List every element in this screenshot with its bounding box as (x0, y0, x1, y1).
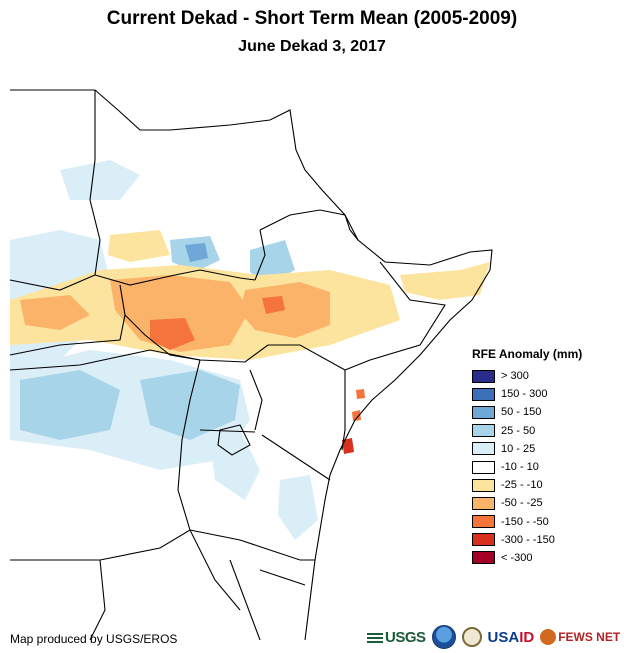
border-kenya-somalia (341, 370, 346, 451)
usgs-logo: USGS (367, 629, 426, 646)
border-sudan-west (89, 90, 101, 276)
fews-net-mark-icon (540, 629, 557, 645)
legend-swatch (472, 478, 495, 492)
legend-row: 25 - 50 (472, 422, 622, 440)
legend-title: RFE Anomaly (mm) (472, 347, 583, 361)
legend-row: 50 - 150 (472, 403, 622, 421)
anomaly-area-light-blue-tanzania (278, 475, 318, 540)
border-zambia (99, 529, 241, 611)
legend-swatch (472, 460, 495, 474)
anomaly-area-coast-orange-2 (356, 389, 365, 399)
border-drc-east (177, 359, 201, 531)
usaid-logo: USAID (488, 629, 535, 646)
border-sudan-south-sudan (94, 269, 256, 286)
anomaly-area-yellow-north (108, 230, 170, 262)
legend-swatch (472, 369, 495, 383)
anomaly-area-blue-central (140, 370, 240, 440)
legend-row: -50 - -25 (472, 494, 622, 512)
map-credit: Map produced by USGS/EROS (10, 632, 178, 646)
border-kenya-tanzania (261, 434, 331, 481)
legend-swatch (472, 387, 495, 401)
anomaly-area-coast-orange (352, 410, 361, 421)
anomaly-area-yellow-somalia (400, 262, 490, 300)
legend-row: -150 - -50 (472, 513, 622, 531)
border-car-south (9, 314, 126, 356)
border-ethiopia-somalia (344, 261, 446, 371)
border-tanzania-south (189, 529, 315, 561)
legend-swatch (472, 533, 495, 547)
legend-label: -10 - 10 (501, 461, 539, 474)
legend-label: -150 - -50 (501, 515, 549, 528)
fews-net-logo-text: FEWS NET (558, 630, 621, 644)
border-lake-victoria (217, 424, 251, 456)
legend-label: 150 - 300 (501, 388, 548, 401)
anomaly-area-coast-red (342, 438, 354, 454)
border-ethiopia-sudan (254, 229, 266, 281)
anomaly-area-orange-west (20, 295, 90, 330)
map-subtitle: June Dekad 3, 2017 (238, 38, 386, 55)
state-department-seal-icon (461, 627, 482, 647)
usaid-logo-id: ID (519, 628, 535, 646)
border-mozambique (259, 569, 306, 586)
map-title: Current Dekad - Short Term Mean (2005-20… (106, 8, 518, 29)
border-drc-north (9, 349, 201, 371)
usaid-logo-usa: USA (487, 628, 520, 646)
anomaly-area-dark-orange-ethiopia (262, 296, 285, 314)
anomaly-area-dark-orange-core (150, 318, 195, 350)
anomaly-area-light-blue-north-edge (60, 160, 140, 200)
anomaly-area-orange-south-sudan (110, 275, 250, 352)
legend-label: 25 - 50 (501, 424, 536, 437)
legend-swatch (472, 424, 495, 438)
legend-label: -25 - -10 (501, 479, 543, 492)
legend-row: 150 - 300 (472, 385, 622, 403)
legend-row: > 300 (472, 367, 622, 385)
usgs-mark-icon (367, 631, 383, 643)
usgs-logo-text: USGS (385, 628, 426, 646)
legend-items: > 300 150 - 300 50 - 150 25 - 50 10 - 25… (472, 367, 622, 567)
country-borders (9, 89, 493, 641)
legend-row: -10 - 10 (472, 458, 622, 476)
fews-net-logo: FEWS NET (540, 629, 620, 645)
legend-swatch (472, 442, 495, 456)
anomaly-layer (10, 160, 490, 540)
border-ethiopia-kenya (268, 344, 346, 371)
border-uganda-south (199, 429, 256, 433)
legend: RFE Anomaly (mm) > 300 150 - 300 50 - 15… (472, 347, 622, 567)
border-uganda-kenya (249, 369, 263, 431)
border-ethiopia-djibouti (344, 214, 359, 241)
anomaly-area-mid-blue-patch (185, 243, 208, 262)
legend-label: -50 - -25 (501, 497, 543, 510)
border-eritrea-ethiopia (259, 209, 346, 231)
anomaly-area-light-blue-east (210, 430, 260, 500)
legend-row: 10 - 25 (472, 440, 622, 458)
legend-swatch (472, 515, 495, 529)
legend-label: 50 - 150 (501, 406, 542, 419)
logo-strip: USGS USAID FEWS NET (367, 624, 620, 650)
legend-swatch (472, 551, 495, 565)
border-angola (10, 559, 106, 641)
legend-label: -300 - -150 (501, 533, 555, 546)
border-car-chad (9, 274, 96, 291)
noaa-logo-icon (431, 625, 456, 649)
legend-row: -25 - -10 (472, 476, 622, 494)
legend-swatch (472, 496, 495, 510)
legend-row: -300 - -150 (472, 531, 622, 549)
legend-label: > 300 (501, 370, 529, 383)
legend-label: 10 - 25 (501, 442, 536, 455)
anomaly-area-blue-southwest (20, 370, 120, 440)
border-malawi (229, 559, 261, 641)
legend-label: < -300 (501, 551, 533, 564)
legend-row: < -300 (472, 549, 622, 567)
legend-swatch (472, 405, 495, 419)
